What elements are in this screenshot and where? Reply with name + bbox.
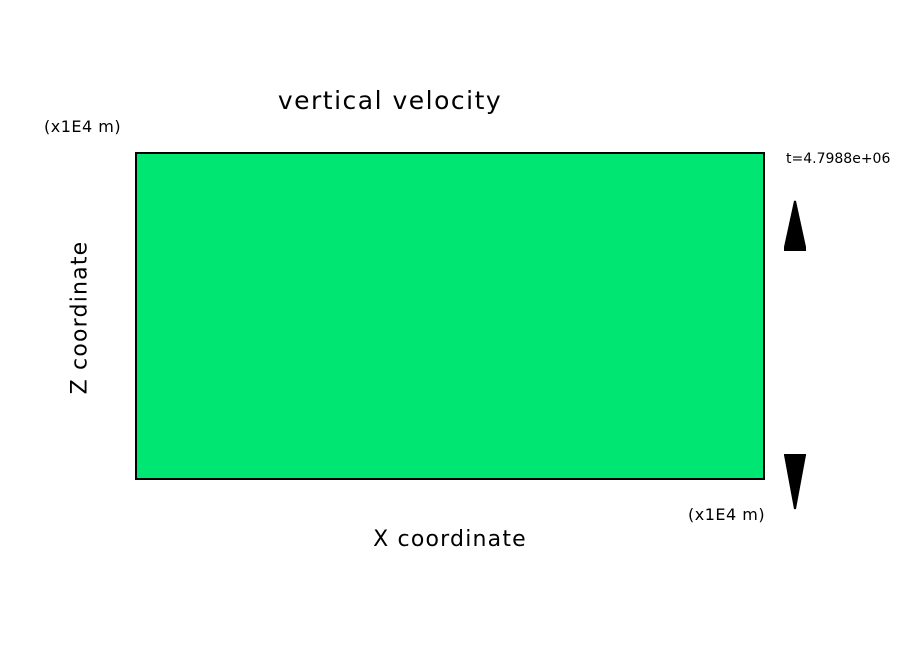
vertical-velocity-heatmap [137,154,763,478]
y-axis-unit-label: (x1E4 m) [44,117,122,136]
x-axis-unit-label: (x1E4 m) [688,505,766,524]
page-title: vertical velocity [277,86,503,115]
y-axis-title: Z coordinate [67,240,93,395]
colorbar-extend-high-arrow [784,200,806,248]
contour-plot-area [135,152,765,480]
x-axis-title: X coordinate [373,527,527,552]
timestamp-annotation: t=4.7988e+06 [786,151,891,167]
colorbar-extend-low-arrow [784,454,806,510]
colorbar [778,200,818,510]
colorbar-bands [784,247,806,251]
